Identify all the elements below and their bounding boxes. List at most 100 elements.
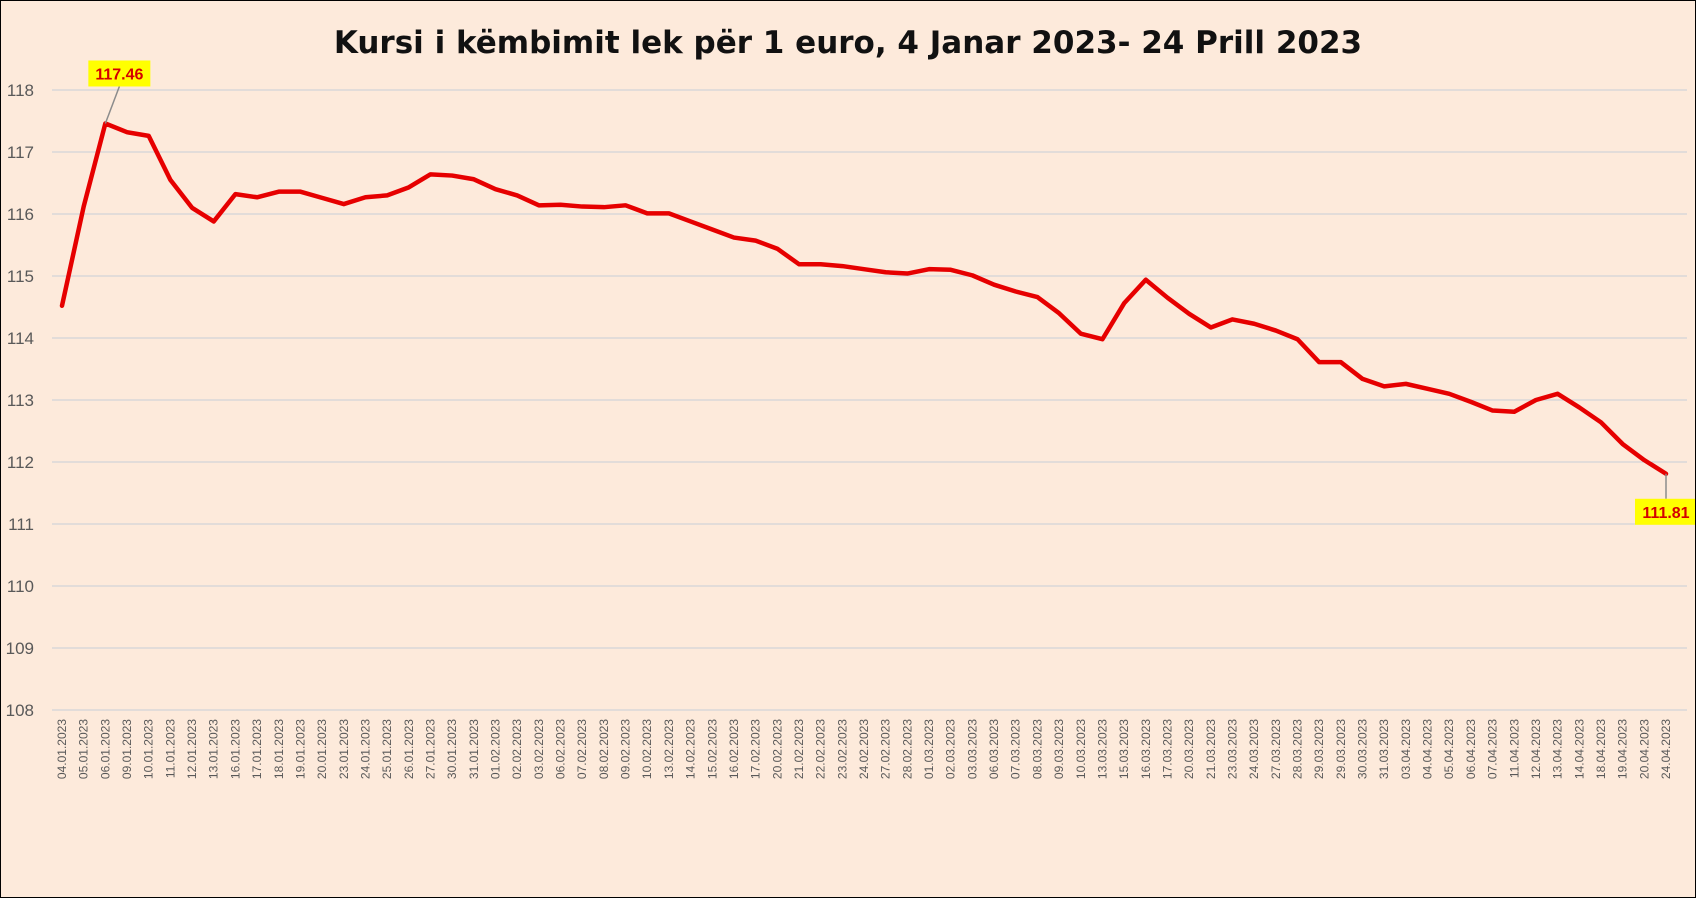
x-tick-label: 16.02.2023 <box>727 719 741 779</box>
data-point <box>645 211 649 215</box>
data-point <box>1469 400 1473 404</box>
data-point <box>255 195 259 199</box>
data-point <box>277 190 281 194</box>
x-tick-label: 10.01.2023 <box>142 719 156 779</box>
y-tick-label: 118 <box>7 81 34 100</box>
data-point <box>1491 409 1495 413</box>
x-tick-label: 25.01.2023 <box>380 719 394 779</box>
x-tick-label: 31.01.2023 <box>467 719 481 779</box>
x-tick-label: 29.03.2023 <box>1334 719 1348 779</box>
x-tick-label: 22.02.2023 <box>814 719 828 779</box>
data-point <box>710 228 714 232</box>
x-tick-label: 12.04.2023 <box>1529 719 1543 779</box>
x-axis-ticks: 04.01.2023 05.01.2023 06.01.2023 09.01.2023… <box>55 719 1673 779</box>
data-point <box>1122 301 1126 305</box>
x-tick-label: 06.01.2023 <box>98 719 112 779</box>
x-tick-label: 09.01.2023 <box>120 719 134 779</box>
y-tick-label: 111 <box>8 515 34 534</box>
x-tick-label: 13.01.2023 <box>207 719 221 779</box>
x-tick-label: 11.04.2023 <box>1507 719 1521 778</box>
x-tick-label: 28.02.2023 <box>900 719 914 779</box>
data-point <box>1404 382 1408 386</box>
x-tick-label: 06.02.2023 <box>554 719 568 779</box>
data-point <box>1274 329 1278 333</box>
data-point <box>732 236 736 240</box>
data-point <box>385 193 389 197</box>
x-tick-label: 27.01.2023 <box>423 719 437 779</box>
x-tick-label: 21.03.2023 <box>1204 719 1218 779</box>
x-tick-label: 16.01.2023 <box>228 719 242 779</box>
y-tick-label: 112 <box>7 453 34 472</box>
data-point <box>580 205 584 209</box>
data-point <box>342 202 346 206</box>
x-tick-label: 04.01.2023 <box>55 719 69 779</box>
data-point <box>537 203 541 207</box>
data-point <box>1317 360 1321 364</box>
data-point <box>125 130 129 134</box>
data-point <box>1447 392 1451 396</box>
data-point <box>1057 311 1061 315</box>
data-point <box>1512 410 1516 414</box>
data-point <box>970 273 974 277</box>
gridlines <box>52 89 1687 711</box>
x-tick-label: 20.04.2023 <box>1637 719 1651 779</box>
y-tick-label: 109 <box>6 639 34 658</box>
x-tick-label: 01.02.2023 <box>489 719 503 779</box>
x-tick-label: 27.03.2023 <box>1269 719 1283 779</box>
data-point <box>1100 337 1104 341</box>
y-axis-ticks: 108 109 110 111 112 113 114 115 116 117 118 <box>6 81 34 720</box>
data-point <box>1165 296 1169 300</box>
data-point <box>927 267 931 271</box>
data-point <box>1642 458 1646 462</box>
x-tick-label: 03.04.2023 <box>1399 719 1413 779</box>
data-point <box>992 283 996 287</box>
x-tick-label: 23.03.2023 <box>1225 719 1239 779</box>
data-point <box>298 190 302 194</box>
y-tick-label: 117 <box>7 143 34 162</box>
x-tick-label: 05.01.2023 <box>77 719 91 779</box>
x-tick-label: 24.03.2023 <box>1247 719 1261 779</box>
data-label-box <box>1635 498 1695 525</box>
label-leader-line <box>104 86 121 124</box>
x-tick-label: 13.03.2023 <box>1095 719 1109 779</box>
x-tick-label: 24.04.2023 <box>1659 719 1673 779</box>
x-tick-label: 02.02.2023 <box>510 719 524 779</box>
x-tick-label: 09.03.2023 <box>1052 719 1066 779</box>
data-point <box>624 203 628 207</box>
data-point <box>1252 322 1256 326</box>
x-tick-label: 10.03.2023 <box>1074 719 1088 779</box>
x-tick-label: 02.03.2023 <box>944 719 958 779</box>
data-point <box>1209 325 1213 329</box>
y-tick-label: 115 <box>7 267 34 286</box>
x-tick-label: 13.04.2023 <box>1551 719 1565 779</box>
data-point <box>60 304 64 308</box>
x-tick-label: 08.02.2023 <box>597 719 611 779</box>
x-tick-label: 29.03.2023 <box>1312 719 1326 779</box>
data-label: 117.46 <box>95 66 143 83</box>
x-tick-label: 18.04.2023 <box>1594 719 1608 779</box>
data-point <box>1621 442 1625 446</box>
y-tick-label: 116 <box>7 205 34 224</box>
x-tick-label: 17.01.2023 <box>250 719 264 779</box>
data-point <box>1534 398 1538 402</box>
data-point <box>407 185 411 189</box>
x-tick-label: 20.02.2023 <box>770 719 784 779</box>
series-line <box>59 121 1669 477</box>
y-tick-label: 110 <box>7 577 34 596</box>
series-layer <box>59 121 1669 477</box>
x-tick-label: 20.01.2023 <box>315 719 329 779</box>
x-tick-label: 07.04.2023 <box>1486 719 1500 779</box>
data-point <box>689 219 693 223</box>
data-point <box>819 262 823 266</box>
x-tick-label: 14.02.2023 <box>684 719 698 779</box>
data-point <box>1144 278 1148 282</box>
x-tick-label: 19.04.2023 <box>1616 719 1630 779</box>
data-point <box>494 187 498 191</box>
data-point <box>363 195 367 199</box>
data-point <box>515 193 519 197</box>
x-tick-label: 09.02.2023 <box>619 719 633 779</box>
x-tick-label: 06.04.2023 <box>1464 719 1478 779</box>
data-point <box>1230 317 1234 321</box>
data-label-box <box>88 60 151 87</box>
